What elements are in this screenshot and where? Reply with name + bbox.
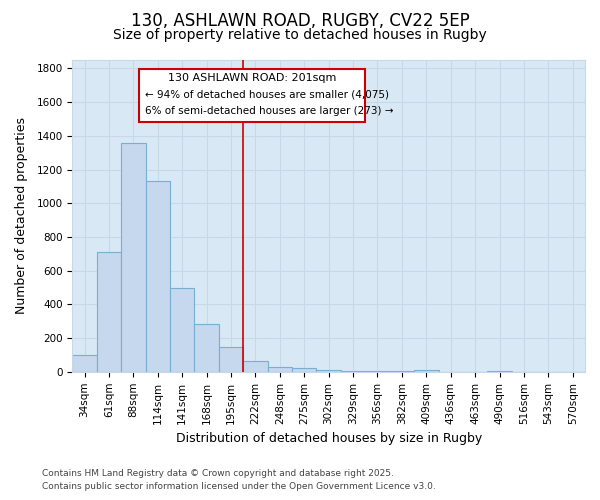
- Bar: [292, 368, 316, 372]
- Bar: [194, 324, 219, 372]
- Text: Size of property relative to detached houses in Rugby: Size of property relative to detached ho…: [113, 28, 487, 42]
- Bar: [487, 371, 512, 372]
- Bar: [414, 370, 439, 372]
- Bar: [170, 288, 194, 372]
- Bar: [219, 346, 243, 372]
- Bar: [316, 370, 341, 372]
- Bar: [268, 367, 292, 372]
- Text: Contains HM Land Registry data © Crown copyright and database right 2025.: Contains HM Land Registry data © Crown c…: [42, 468, 394, 477]
- Bar: [146, 182, 170, 372]
- Bar: [97, 252, 121, 372]
- Bar: [243, 361, 268, 372]
- X-axis label: Distribution of detached houses by size in Rugby: Distribution of detached houses by size …: [176, 432, 482, 445]
- Text: 6% of semi-detached houses are larger (273) →: 6% of semi-detached houses are larger (2…: [145, 106, 394, 116]
- FancyBboxPatch shape: [139, 70, 365, 122]
- Text: 130 ASHLAWN ROAD: 201sqm: 130 ASHLAWN ROAD: 201sqm: [167, 73, 336, 83]
- Text: 130, ASHLAWN ROAD, RUGBY, CV22 5EP: 130, ASHLAWN ROAD, RUGBY, CV22 5EP: [131, 12, 469, 30]
- Y-axis label: Number of detached properties: Number of detached properties: [15, 118, 28, 314]
- Bar: [121, 142, 146, 372]
- Text: Contains public sector information licensed under the Open Government Licence v3: Contains public sector information licen…: [42, 482, 436, 491]
- Text: ← 94% of detached houses are smaller (4,075): ← 94% of detached houses are smaller (4,…: [145, 90, 389, 100]
- Bar: [73, 355, 97, 372]
